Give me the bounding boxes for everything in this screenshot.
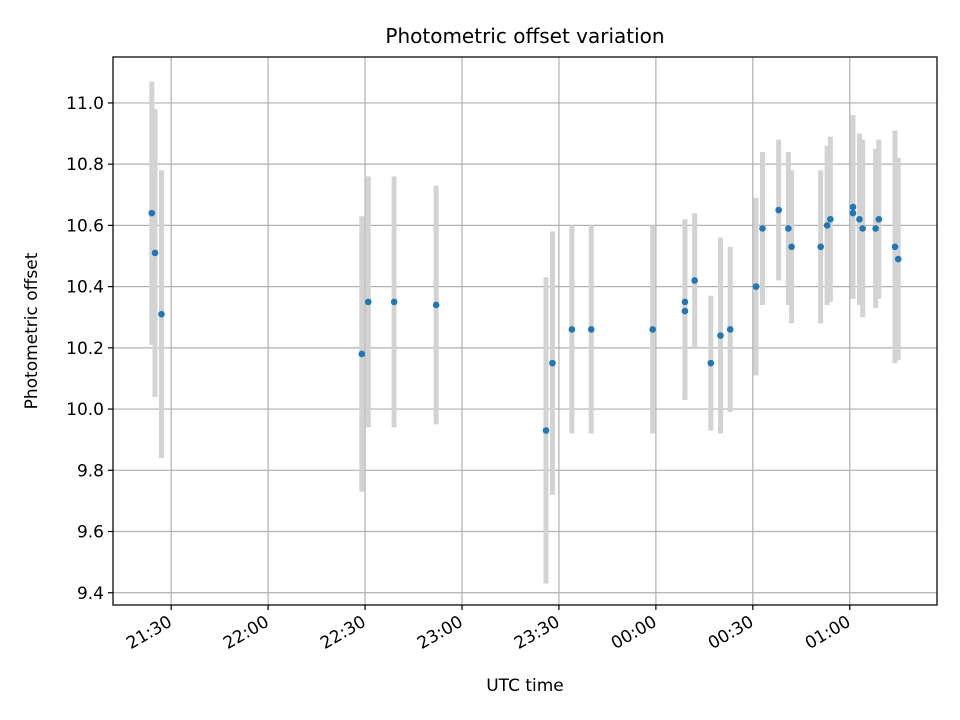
data-point [681, 307, 689, 315]
y-tick-label: 9.6 [77, 523, 104, 543]
data-point [151, 249, 159, 257]
data-point [872, 225, 879, 232]
data-point [726, 326, 734, 333]
data-point [759, 225, 766, 232]
data-markers [148, 203, 902, 434]
data-point [432, 301, 440, 309]
data-point [364, 298, 372, 306]
data-point [707, 359, 715, 367]
data-point [827, 215, 834, 223]
y-tick-label: 10.6 [66, 216, 104, 236]
data-point [849, 203, 857, 211]
data-point [894, 255, 902, 263]
data-point [542, 427, 550, 434]
data-point [549, 359, 556, 367]
chart-title: Photometric offset variation [385, 24, 664, 48]
y-tick-label: 10.2 [66, 339, 104, 359]
data-point [788, 243, 795, 251]
y-tick-label: 9.4 [77, 584, 104, 604]
data-point [823, 222, 831, 229]
data-point [148, 209, 156, 217]
plot-frame [112, 56, 938, 606]
data-point [875, 215, 883, 223]
data-point [849, 209, 857, 217]
data-point [859, 225, 866, 232]
y-tick-label: 9.8 [77, 461, 104, 481]
y-tick-label: 10.0 [66, 400, 104, 420]
data-point [817, 243, 824, 251]
data-point [390, 298, 398, 306]
data-point [891, 243, 899, 251]
y-axis-ticks: 9.4 9.6 9.8 10.0 10.2 10.4 10.6 10.8 11.0 [66, 94, 113, 604]
data-point [856, 215, 863, 223]
data-point [775, 206, 782, 214]
x-axis-label: UTC time [486, 676, 564, 696]
y-tick-label: 10.4 [66, 278, 104, 298]
y-tick-label: 11.0 [66, 94, 104, 114]
data-point [158, 310, 165, 318]
data-point [691, 277, 698, 284]
y-tick-label: 10.8 [66, 155, 104, 175]
grid [113, 57, 937, 605]
data-point [649, 326, 656, 333]
data-point [587, 326, 595, 333]
data-point [717, 332, 724, 339]
data-point [681, 298, 689, 306]
data-point [568, 326, 576, 333]
data-point [785, 225, 792, 232]
data-point [752, 283, 760, 290]
data-point [358, 350, 366, 358]
y-axis-label: Photometric offset [22, 252, 42, 409]
